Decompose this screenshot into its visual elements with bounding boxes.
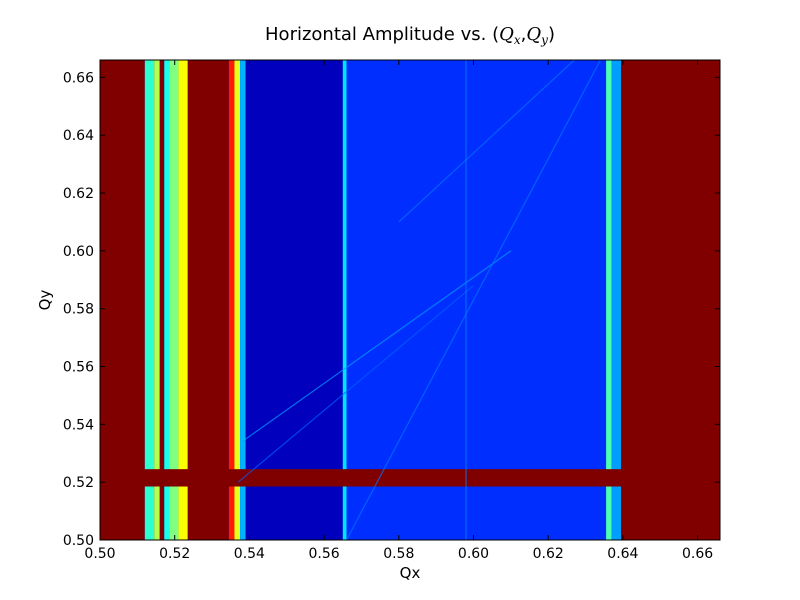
axis-ticks: 0.50 0.52 0.54 0.56 0.58 0.60 0.62 0.64 0.66 0.50… [63,60,720,562]
y-tick-label: 0.58 [63,302,94,318]
y-axis-label: Qy [36,290,54,311]
x-tick-label: 0.62 [533,546,564,562]
heatmap-line-diag-4 [398,60,575,223]
heatmap-region-band-i [240,60,246,540]
chart-title-close: ) [548,24,555,45]
x-tick-label: 0.54 [234,546,265,562]
heatmap-region-band-d [164,60,170,540]
y-tick-label: 0.64 [63,128,94,144]
heatmap-region-left-saturated [100,60,145,540]
heatmap-region-blue-zone [346,60,607,540]
x-tick-label: 0.64 [607,546,638,562]
heatmap-region-band-g [228,60,235,540]
heatmap-region-band-a [144,60,155,540]
x-tick-label: 0.66 [682,546,713,562]
chart-title-qy: Q [526,24,541,45]
y-tick-label: 0.60 [63,244,94,260]
chart-title-sep: , [521,24,527,45]
chart-title-qy-sub: y [540,33,548,47]
heatmap-region-horizontal-band [100,469,623,487]
y-tick-label: 0.56 [63,360,94,376]
heatmap-region-band-f [178,60,188,540]
chart-title-qx: Q [499,24,514,45]
heatmap-region-bright-line [342,60,347,540]
chart-title-qx-sub: x [514,33,521,47]
heatmap-line-diag-3 [237,285,474,483]
heatmap-region-edge-2 [611,60,622,540]
x-tick-label: 0.58 [383,546,414,562]
heatmap-region-right-saturated [621,60,720,540]
x-axis-label: Qx [400,564,421,582]
heatmap-region-band-c [159,60,165,540]
plot-frame [99,59,721,541]
heatmap-region-mid-saturated [187,60,229,540]
y-tick-label: 0.50 [63,533,94,549]
x-tick-label: 0.60 [458,546,489,562]
y-tick-label: 0.62 [63,186,94,202]
x-tick-label: 0.56 [309,546,340,562]
heatmap-region-band-e [169,60,179,540]
heatmap-region-band-h [234,60,241,540]
plot-area [99,59,721,541]
heatmap-region-band-b [154,60,160,540]
heatmap-region-edge-1 [606,60,612,540]
x-tick-label: 0.52 [159,546,190,562]
heatmap-region-dark-zone [245,60,343,540]
y-tick-label: 0.66 [63,70,94,86]
heatmap-cells [100,60,720,540]
x-tick-label: 0.50 [84,546,115,562]
chart-title-text: Horizontal Amplitude vs. ( [265,24,499,45]
chart-title: Horizontal Amplitude vs. (Qx,Qy) [265,24,555,47]
y-tick-label: 0.52 [63,475,94,491]
y-tick-label: 0.54 [63,417,94,433]
heatmap-line-diag-2 [345,60,602,540]
